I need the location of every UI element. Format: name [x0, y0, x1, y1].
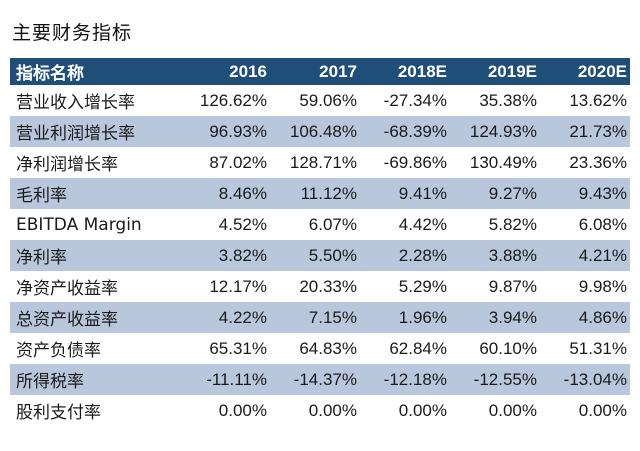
- row-label: 股利支付率: [16, 403, 101, 423]
- table-cell: 20.33%: [299, 276, 357, 296]
- table-cell: -14.37%: [270, 364, 360, 395]
- table-cell: -11.11%: [180, 364, 270, 395]
- table-cell: 128.71%: [289, 152, 357, 172]
- table-cell: 65.31%: [209, 338, 267, 358]
- table-cell: 5.82%: [488, 214, 537, 234]
- table-cell: 0.00%: [488, 400, 537, 420]
- row-label: 营业收入增长率: [16, 93, 135, 113]
- table-cell: 64.83%: [299, 338, 357, 358]
- table-cell: 13.62%: [569, 90, 627, 110]
- table-row: 净利润增长率 87.02% 128.71% -69.86% 130.49% 23…: [10, 147, 630, 178]
- table-cell: 4.21%: [540, 240, 630, 271]
- table-cell: 3.94%: [450, 302, 540, 333]
- table-row: 营业利润增长率 96.93% 106.48% -68.39% 124.93% 2…: [10, 116, 630, 147]
- table-cell: 6.07%: [308, 214, 357, 234]
- table-cell: 3.88%: [450, 240, 540, 271]
- column-header-indicator: 指标名称: [10, 58, 180, 85]
- table-cell: 1.96%: [360, 302, 450, 333]
- page-title: 主要财务指标: [12, 22, 133, 44]
- row-label: 净利率: [10, 240, 180, 271]
- column-header-2016: 2016: [180, 58, 270, 85]
- table-cell: 11.12%: [270, 178, 360, 209]
- table-cell: 35.38%: [479, 90, 537, 110]
- table-row: 资产负债率 65.31% 64.83% 62.84% 60.10% 51.31%: [10, 333, 630, 364]
- row-label: 资产负债率: [16, 341, 101, 361]
- table-row: 净利率 3.82% 5.50% 2.28% 3.88% 4.21%: [10, 240, 630, 271]
- row-label: 营业利润增长率: [10, 116, 180, 147]
- table-cell: 9.41%: [360, 178, 450, 209]
- table-cell: 130.49%: [469, 152, 537, 172]
- table-cell: 59.06%: [299, 90, 357, 110]
- table-cell: 23.36%: [569, 152, 627, 172]
- table-cell: -13.04%: [540, 364, 630, 395]
- table-row: 毛利率 8.46% 11.12% 9.41% 9.27% 9.43%: [10, 178, 630, 209]
- table-row: 总资产收益率 4.22% 7.15% 1.96% 3.94% 4.86%: [10, 302, 630, 333]
- column-header-2017: 2017: [270, 58, 360, 85]
- table-cell: 6.08%: [578, 214, 627, 234]
- table-cell: 2.28%: [360, 240, 450, 271]
- row-label: 净利润增长率: [16, 155, 118, 175]
- column-header-2020e: 2020E: [540, 58, 630, 85]
- table-cell: -12.55%: [450, 364, 540, 395]
- table-cell: 5.29%: [398, 276, 447, 296]
- financial-indicators-table: 指标名称 2016 2017 2018E 2019E 2020E 营业收入增长率…: [10, 58, 630, 426]
- table-cell: 106.48%: [270, 116, 360, 147]
- table-row: 所得税率 -11.11% -14.37% -12.18% -12.55% -13…: [10, 364, 630, 395]
- table-cell: 0.00%: [578, 400, 627, 420]
- row-label: 所得税率: [10, 364, 180, 395]
- row-label: EBITDA Margin: [16, 214, 142, 235]
- table-cell: 126.62%: [199, 90, 267, 110]
- table-row: 股利支付率 0.00% 0.00% 0.00% 0.00% 0.00%: [10, 395, 630, 426]
- table-cell: 12.17%: [209, 276, 267, 296]
- table-cell: 62.84%: [389, 338, 447, 358]
- row-label: 总资产收益率: [10, 302, 180, 333]
- row-label: 毛利率: [10, 178, 180, 209]
- table-cell: 9.43%: [540, 178, 630, 209]
- table-cell: -68.39%: [360, 116, 450, 147]
- table-cell: 3.82%: [180, 240, 270, 271]
- table-cell: 4.42%: [398, 214, 447, 234]
- table-cell: -69.86%: [383, 152, 447, 172]
- table-cell: 4.52%: [218, 214, 267, 234]
- column-header-2018e: 2018E: [360, 58, 450, 85]
- table-cell: 60.10%: [479, 338, 537, 358]
- table-cell: 7.15%: [270, 302, 360, 333]
- table-cell: 21.73%: [540, 116, 630, 147]
- table-cell: 4.22%: [180, 302, 270, 333]
- table-header-row: 指标名称 2016 2017 2018E 2019E 2020E: [10, 58, 630, 85]
- table-cell: 0.00%: [398, 400, 447, 420]
- table-cell: 51.31%: [569, 338, 627, 358]
- table-cell: 9.98%: [578, 276, 627, 296]
- column-header-2019e: 2019E: [450, 58, 540, 85]
- table-row: 营业收入增长率 126.62% 59.06% -27.34% 35.38% 13…: [10, 85, 630, 116]
- table-cell: 0.00%: [218, 400, 267, 420]
- table-cell: 4.86%: [540, 302, 630, 333]
- table-cell: 87.02%: [209, 152, 267, 172]
- table-cell: 5.50%: [270, 240, 360, 271]
- table-cell: 124.93%: [450, 116, 540, 147]
- table-cell: 9.87%: [488, 276, 537, 296]
- table-row: 净资产收益率 12.17% 20.33% 5.29% 9.87% 9.98%: [10, 271, 630, 302]
- table-cell: 8.46%: [180, 178, 270, 209]
- table-cell: 96.93%: [180, 116, 270, 147]
- table-cell: 9.27%: [450, 178, 540, 209]
- table-cell: -12.18%: [360, 364, 450, 395]
- table-cell: -27.34%: [383, 90, 447, 110]
- table-cell: 0.00%: [308, 400, 357, 420]
- table-row: EBITDA Margin 4.52% 6.07% 4.42% 5.82% 6.…: [10, 209, 630, 240]
- row-label: 净资产收益率: [16, 279, 118, 299]
